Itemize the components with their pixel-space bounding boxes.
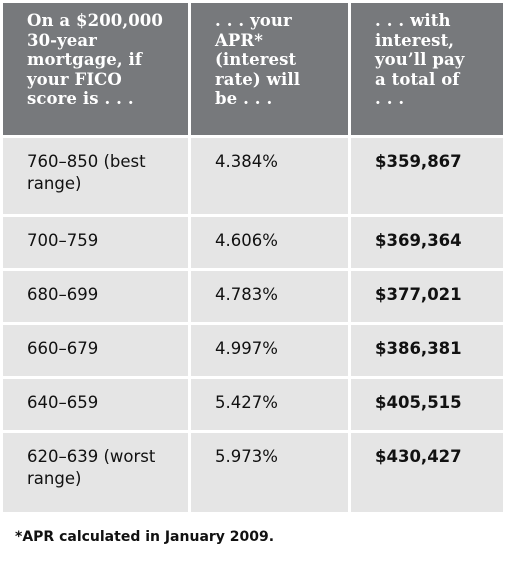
- cell-apr: 4.783%: [191, 271, 348, 322]
- cell-score: 700–759: [3, 217, 188, 268]
- cell-score: 620–639 (worst range): [3, 433, 188, 512]
- cell-score: 660–679: [3, 325, 188, 376]
- header-fico-score: On a $200,000 30-year mortgage, if your …: [3, 3, 188, 135]
- cell-apr: 5.427%: [191, 379, 348, 430]
- cell-apr: 5.973%: [191, 433, 348, 512]
- footnote: *APR calculated in January 2009.: [15, 529, 275, 545]
- cell-score: 680–699: [3, 271, 188, 322]
- mortgage-fico-table: On a $200,000 30-year mortgage, if your …: [3, 3, 503, 512]
- header-apr: . . . your APR* (interest rate) will be …: [191, 3, 348, 135]
- cell-total: $405,515: [351, 379, 503, 430]
- cell-total: $359,867: [351, 138, 503, 214]
- cell-total: $377,021: [351, 271, 503, 322]
- cell-apr: 4.997%: [191, 325, 348, 376]
- cell-total: $369,364: [351, 217, 503, 268]
- cell-score: 760–850 (best range): [3, 138, 188, 214]
- cell-total: $430,427: [351, 433, 503, 512]
- cell-total: $386,381: [351, 325, 503, 376]
- cell-apr: 4.606%: [191, 217, 348, 268]
- cell-apr: 4.384%: [191, 138, 348, 214]
- header-total-paid: . . . with interest, you’ll pay a total …: [351, 3, 503, 135]
- cell-score: 640–659: [3, 379, 188, 430]
